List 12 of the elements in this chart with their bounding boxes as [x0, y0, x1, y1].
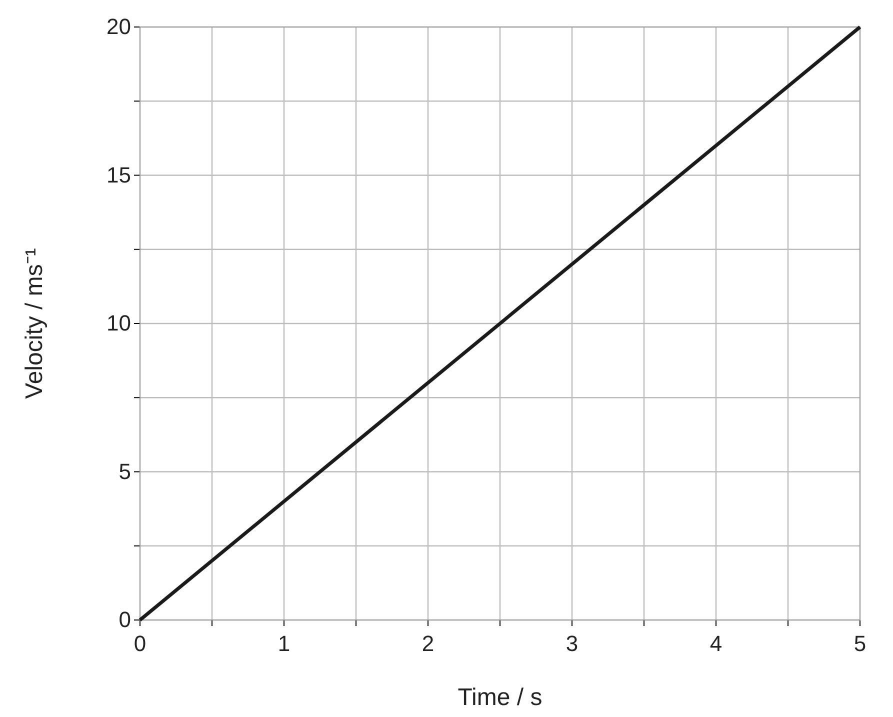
x-tick-label: 1	[278, 631, 290, 656]
x-axis-title: Time / s	[458, 684, 542, 711]
x-tick-label: 4	[710, 631, 722, 656]
y-tick-label: 15	[106, 162, 131, 188]
y-axis-title: Velocity / ms⁻¹	[21, 248, 48, 399]
y-tick-label: 5	[118, 458, 131, 484]
y-tick-label: 10	[106, 310, 131, 336]
x-tick-label: 5	[854, 631, 866, 656]
y-tick-label: 20	[106, 14, 131, 40]
x-tick-label: 3	[566, 631, 578, 656]
x-tick-label: 2	[422, 631, 434, 656]
y-tick-label: 0	[118, 607, 131, 632]
